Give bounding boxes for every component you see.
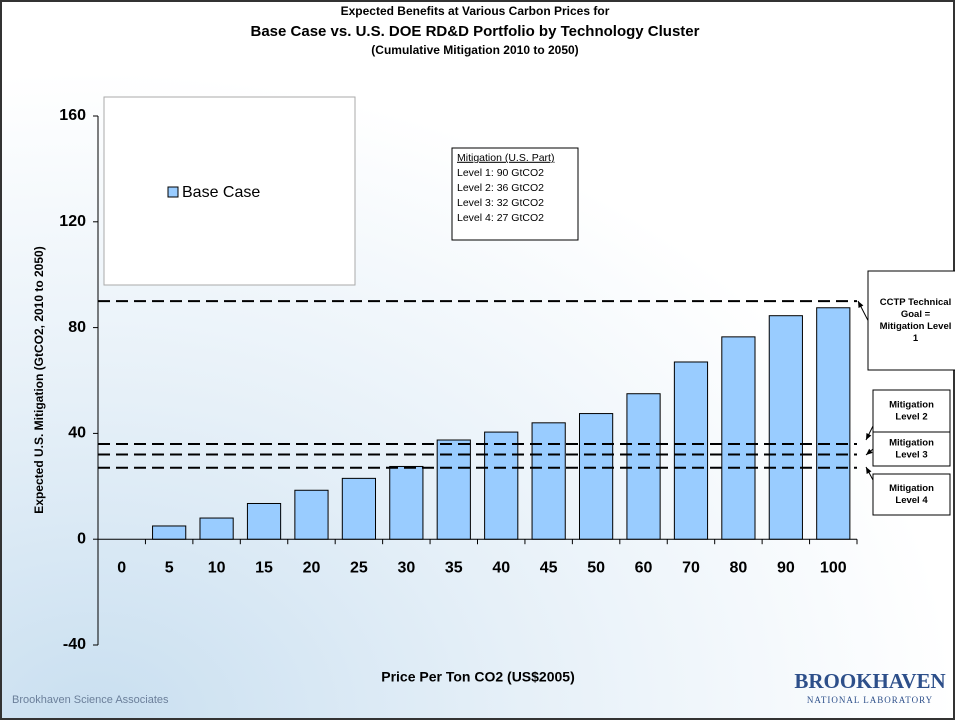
x-tick-label: 45: [540, 559, 558, 576]
text-box-line: Level 4: 27 GtCO2: [457, 212, 544, 224]
y-tick-label: 40: [68, 425, 86, 442]
x-tick-label: 35: [445, 559, 463, 576]
bar: [578, 413, 614, 540]
y-tick-label: -40: [63, 636, 86, 653]
annotation-box: [872, 389, 951, 433]
x-tick-label: 15: [255, 559, 273, 576]
x-tick-label: 5: [165, 559, 174, 576]
bar: [626, 393, 661, 540]
annotation-text: Mitigation: [889, 438, 934, 449]
legend-swatch: [167, 186, 179, 198]
x-axis-label: Price Per Ton CO2 (US$2005): [381, 669, 574, 685]
legend-box: [103, 96, 356, 286]
chart-subtitle: Base Case vs. U.S. DOE RD&D Portfolio by…: [251, 23, 700, 40]
x-tick-label: 0: [117, 559, 126, 576]
legend-label: Base Case: [182, 184, 260, 201]
arrow-head: [858, 301, 864, 308]
bar: [673, 361, 709, 540]
annotation-text: CCTP Technical: [880, 297, 951, 308]
x-tick-label: 60: [635, 559, 653, 576]
bar: [484, 431, 519, 540]
annotation-text: Level 3: [895, 450, 927, 461]
bar: [152, 525, 187, 540]
y-tick-label: 160: [59, 107, 86, 124]
y-tick-label: 80: [68, 319, 86, 336]
chart-title: Expected Benefits at Various Carbon Pric…: [341, 4, 610, 18]
annotation-text: Mitigation: [889, 400, 934, 411]
text-box: [451, 147, 579, 241]
arrow-head: [866, 433, 872, 440]
y-tick-label: 0: [77, 530, 86, 547]
x-tick-label: 50: [587, 559, 605, 576]
x-tick-label: 30: [397, 559, 415, 576]
annotation-text: Mitigation: [889, 483, 934, 494]
chart-caption: (Cumulative Mitigation 2010 to 2050): [371, 43, 578, 57]
logo-sub: NATIONAL LABORATORY: [807, 695, 933, 705]
bar: [816, 307, 851, 540]
bar: [199, 517, 234, 540]
text-box-line: Level 2: 36 GtCO2: [457, 182, 544, 194]
y-tick-label: 120: [59, 213, 86, 230]
annotation-box: [867, 270, 955, 371]
annotation-text: Goal =: [901, 309, 931, 320]
x-tick-label: 10: [208, 559, 226, 576]
x-tick-label: 80: [730, 559, 748, 576]
arrow-head: [866, 448, 873, 455]
bar: [768, 315, 803, 540]
bar: [294, 489, 329, 540]
bar: [436, 439, 471, 540]
text-box-line: Level 1: 90 GtCO2: [457, 167, 544, 179]
annotation-text: Level 4: [895, 495, 928, 506]
logo-name: BROOKHAVEN: [794, 669, 945, 693]
x-tick-label: 20: [303, 559, 321, 576]
x-tick-label: 70: [682, 559, 700, 576]
x-tick-label: 100: [820, 559, 847, 576]
annotation-text: Mitigation Level: [880, 321, 952, 332]
annotation-box: [872, 473, 951, 516]
text-box-title: Mitigation (U.S. Part): [457, 152, 554, 164]
bar: [341, 477, 377, 540]
annotation-text: 1: [913, 333, 919, 344]
bar: [721, 336, 756, 540]
annotation-text: Level 2: [895, 412, 927, 423]
x-tick-label: 25: [350, 559, 368, 576]
x-tick-label: 90: [777, 559, 795, 576]
bar: [389, 465, 424, 540]
annotation-box: [872, 431, 951, 467]
footer: Brookhaven Science Associates: [12, 694, 169, 706]
text-box-line: Level 3: 32 GtCO2: [457, 197, 544, 209]
y-axis-label: Expected U.S. Mitigation (GtCO2, 2010 to…: [32, 246, 46, 513]
bar: [531, 422, 566, 540]
arrow-head: [866, 467, 872, 474]
bar: [246, 502, 282, 540]
x-tick-label: 40: [492, 559, 510, 576]
